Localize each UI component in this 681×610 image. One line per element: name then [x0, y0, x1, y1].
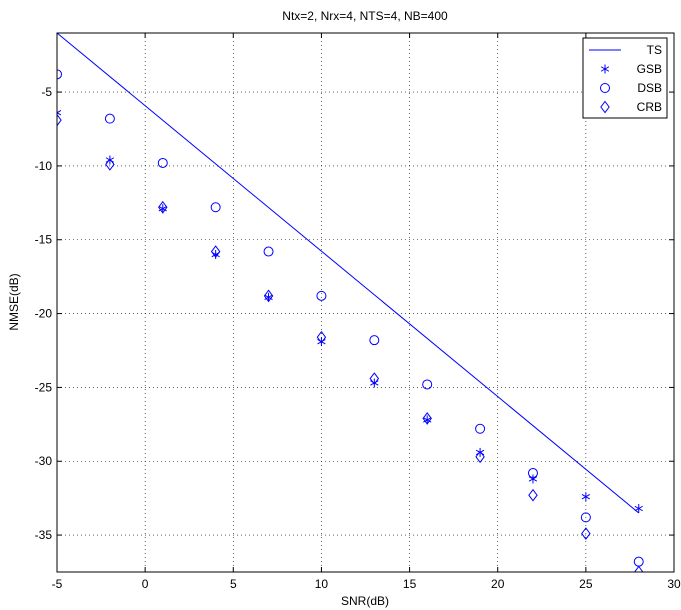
legend-dsb-swatch: [600, 83, 610, 93]
series-dsb-point: [263, 246, 274, 257]
series-crb-point: [475, 450, 485, 464]
series-dsb-point: [316, 290, 327, 301]
grid-lines: [57, 33, 674, 572]
y-tick-label: -15: [35, 233, 53, 247]
legend-gsb-swatch: [600, 64, 610, 74]
series-crb-point: [422, 412, 432, 425]
series-dsb-point: [57, 69, 62, 80]
plot-frame: [56, 32, 675, 573]
series-gsb-point: [158, 204, 167, 214]
legend-gsb-label: GSB: [637, 62, 662, 76]
y-axis-label: NMSE(dB): [7, 273, 21, 330]
series-crb-point: [581, 527, 591, 540]
series-gsb-point: [57, 108, 62, 118]
series-dsb-point: [633, 556, 644, 567]
axis-ticks: -5 0 5 10 15 20 25 30 -35 -30 -25 -20 -15 -10 -5: [35, 33, 681, 591]
legend-ts-label: TS: [647, 43, 662, 57]
series-dsb-point: [475, 423, 486, 434]
series-dsb-point: [369, 335, 380, 346]
x-tick-label: 10: [315, 577, 329, 591]
series-gsb-point: [634, 504, 643, 514]
y-tick-label: -35: [35, 528, 53, 542]
x-tick-label: 0: [142, 577, 149, 591]
legend-crb-swatch: [600, 100, 610, 114]
y-tick-label: -20: [35, 307, 53, 321]
series-crb-point: [369, 372, 380, 385]
series-dsb-point: [157, 157, 168, 168]
series-gsb-point: [475, 447, 485, 457]
x-tick-label: 25: [579, 577, 593, 591]
chart-title: Ntx=2, Nrx=4, NTS=4, NB=400: [282, 9, 448, 23]
series-crb-point: [316, 330, 327, 344]
legend: TS GSB DSB CRB: [582, 37, 668, 119]
series-ts-line: [57, 33, 640, 514]
series-dsb-point: [210, 202, 221, 213]
x-tick-label: 5: [230, 577, 237, 591]
series-dsb-point: [104, 113, 115, 124]
y-tick-label: -10: [35, 159, 53, 173]
series-crb-point: [633, 565, 644, 572]
series-crb-point: [57, 113, 62, 127]
series-crb-point: [210, 245, 221, 258]
series-dsb-point: [580, 512, 591, 523]
x-tick-label: 20: [491, 577, 505, 591]
x-tick-label: -5: [52, 577, 63, 591]
legend-crb-label: CRB: [637, 100, 662, 114]
legend-box: [582, 37, 668, 119]
series-crb-point: [263, 289, 274, 303]
series-gsb-point: [317, 337, 326, 347]
y-tick-label: -5: [41, 85, 52, 99]
series-gsb-point: [105, 155, 115, 165]
x-tick-label: 30: [667, 577, 681, 591]
series-crb-point: [105, 158, 115, 171]
series-gsb-point: [528, 474, 538, 484]
series-crb-point: [158, 200, 168, 214]
x-axis-label: SNR(dB): [341, 594, 389, 608]
y-tick-label: -30: [35, 454, 53, 468]
series-crb-point: [528, 488, 538, 502]
y-tick-label: -25: [35, 380, 53, 394]
series-gsb-point: [581, 492, 591, 502]
x-tick-label: 15: [403, 577, 417, 591]
plot-area: [57, 33, 644, 572]
series-dsb-point: [527, 468, 538, 479]
series-dsb-point: [422, 379, 433, 390]
legend-dsb-label: DSB: [637, 81, 662, 95]
series-gsb-point: [423, 415, 432, 425]
series-gsb-point: [370, 378, 379, 388]
series-gsb-point: [264, 292, 273, 302]
